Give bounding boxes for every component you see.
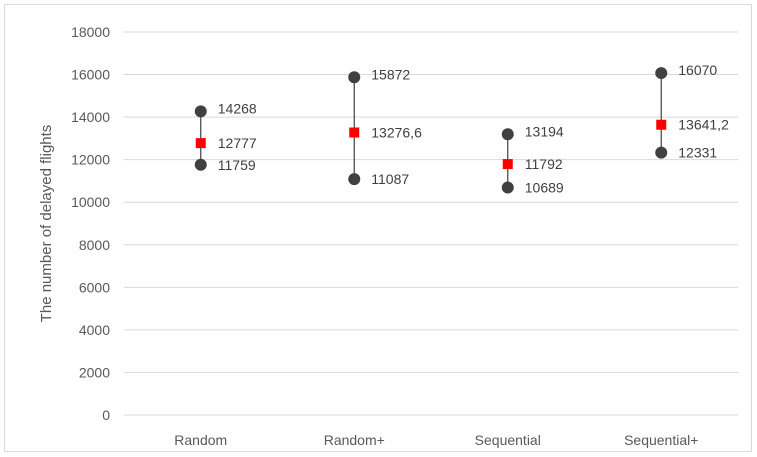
mean-marker [349,127,360,138]
y-tick-label: 6000 [79,279,110,295]
data-label: 13194 [525,123,564,139]
data-label: 12777 [218,135,257,151]
data-label: 11792 [525,156,563,172]
min-marker [501,181,514,194]
y-tick-label: 0 [102,407,110,423]
data-label: 10689 [525,180,564,196]
min-marker [655,146,668,159]
data-markers [194,67,668,194]
y-tick-label: 18000 [71,24,110,40]
min-marker [348,173,361,186]
data-label: 11759 [218,157,256,173]
max-marker [655,67,668,80]
data-label: 16070 [678,62,717,78]
data-label: 13276,6 [371,125,422,141]
y-tick-label: 12000 [71,152,110,168]
data-label: 11087 [371,171,409,187]
y-tick-label: 14000 [71,109,110,125]
mean-marker [195,138,206,149]
y-tick-label: 8000 [79,237,110,253]
x-tick-label: Random [174,432,227,448]
chart-frame [4,4,752,452]
gridlines [124,31,738,416]
x-tick-label: Random+ [324,432,385,448]
data-label: 12331 [678,145,717,161]
data-labels: 14268 15872 13194 16070 12777 13276,6 11792 136… [218,62,729,195]
range-lines [200,73,662,188]
y-tick-label: 2000 [79,364,110,380]
max-marker [348,71,361,84]
data-label: 15872 [371,66,410,82]
max-marker [501,128,514,141]
mean-marker [502,159,513,170]
y-tick-label: 16000 [71,67,110,83]
mean-marker [656,119,667,130]
y-axis-title: The number of delayed flights [38,125,55,323]
y-axis: 0 2000 4000 6000 8000 10000 12000 14000 16000 180… [71,24,110,423]
data-label: 13641,2 [678,117,729,133]
x-axis: Random Random+ Sequential Sequential+ [174,432,698,448]
data-label: 14268 [218,100,257,116]
min-marker [194,158,207,171]
y-tick-label: 10000 [71,194,110,210]
y-tick-label: 4000 [79,322,110,338]
max-marker [194,105,207,118]
x-tick-label: Sequential [475,432,541,448]
x-tick-label: Sequential+ [624,432,698,448]
